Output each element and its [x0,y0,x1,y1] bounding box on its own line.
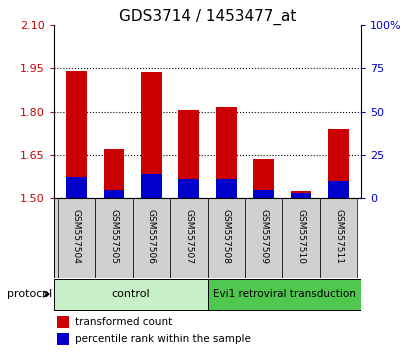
Bar [245,198,282,278]
Text: GSM557507: GSM557507 [184,209,193,264]
Text: percentile rank within the sample: percentile rank within the sample [76,334,251,344]
Text: GSM557504: GSM557504 [72,209,81,264]
Text: Evi1 retroviral transduction: Evi1 retroviral transduction [213,289,356,299]
Bar [57,333,69,345]
Bar [328,181,349,198]
Bar [328,129,349,198]
Text: GSM557511: GSM557511 [334,209,343,264]
Bar [320,198,357,278]
Bar [54,279,208,310]
Bar [170,198,208,278]
Bar [133,198,170,278]
Text: GSM557505: GSM557505 [110,209,118,264]
Bar [58,198,95,278]
Bar [141,174,161,198]
Bar [104,190,124,198]
Bar [216,107,237,198]
Text: GSM557506: GSM557506 [147,209,156,264]
Bar [95,198,133,278]
Bar [216,179,237,198]
Bar [208,198,245,278]
Text: protocol: protocol [7,289,52,299]
Bar [291,193,311,198]
Title: GDS3714 / 1453477_at: GDS3714 / 1453477_at [119,8,296,25]
Bar [66,177,87,198]
Bar [178,179,199,198]
Text: control: control [111,289,150,299]
Bar [66,71,87,198]
Bar [208,279,361,310]
Text: GSM557510: GSM557510 [297,209,305,264]
Bar [178,110,199,198]
Bar [254,190,274,198]
Bar [282,198,320,278]
Bar [291,191,311,198]
Bar [141,73,161,198]
Bar [254,159,274,198]
Bar [104,149,124,198]
Text: GSM557508: GSM557508 [222,209,231,264]
Text: GSM557509: GSM557509 [259,209,268,264]
Text: transformed count: transformed count [76,317,173,327]
Bar [57,316,69,328]
